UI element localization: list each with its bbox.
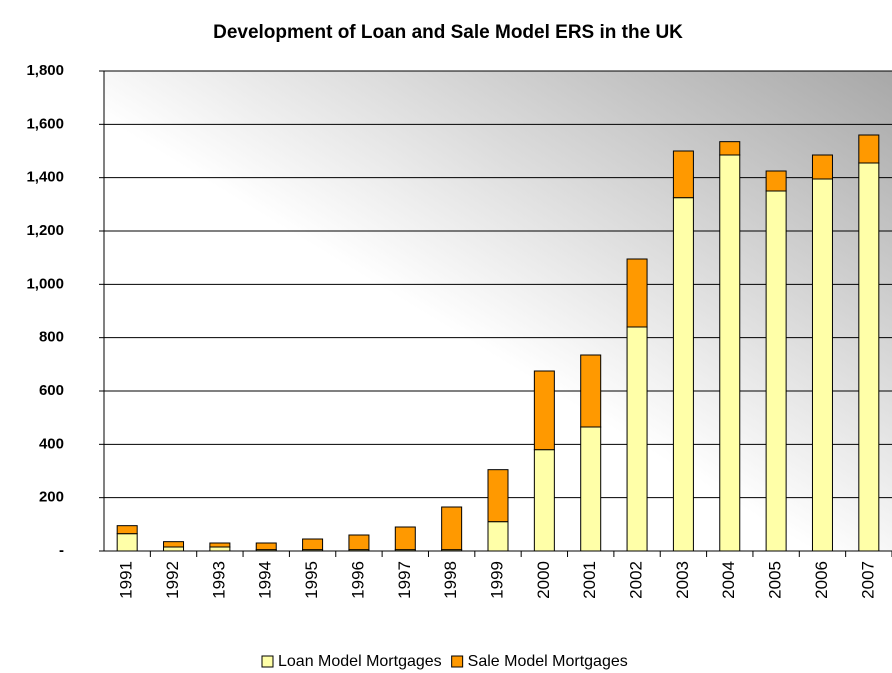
x-tick-label: 1993 bbox=[209, 561, 228, 599]
x-tick-label: 2003 bbox=[673, 561, 692, 599]
bar-segment bbox=[765, 170, 787, 192]
legend-label: Loan Model Mortgages bbox=[278, 653, 442, 670]
legend-swatch bbox=[261, 655, 274, 668]
bar-segment bbox=[811, 154, 833, 180]
y-tick-label: 1,000 bbox=[26, 275, 64, 292]
legend-swatch bbox=[451, 655, 464, 668]
y-tick-label: 1,400 bbox=[26, 169, 64, 186]
bar-segment bbox=[255, 542, 277, 551]
bar-segment bbox=[487, 469, 509, 523]
bar-segment bbox=[858, 134, 880, 164]
bar-segment bbox=[116, 525, 138, 535]
bar-segment bbox=[858, 162, 880, 552]
y-tick-label: 1,200 bbox=[26, 222, 64, 239]
bar-segment bbox=[533, 449, 555, 552]
bar-segment bbox=[533, 370, 555, 451]
y-tick-label: 1,600 bbox=[26, 115, 64, 132]
bar-segment bbox=[672, 197, 694, 552]
bar-segment bbox=[209, 542, 231, 548]
bar-segment bbox=[441, 506, 463, 551]
bar-segment bbox=[719, 154, 741, 552]
bar-segment bbox=[580, 426, 602, 552]
x-tick-label: 1998 bbox=[441, 561, 460, 599]
bar-segment bbox=[209, 546, 231, 552]
bar-segment bbox=[765, 190, 787, 552]
bar-segment bbox=[626, 258, 648, 328]
bar-segment bbox=[116, 533, 138, 552]
x-tick-label: 1994 bbox=[256, 561, 275, 599]
bar-segment bbox=[348, 534, 370, 551]
bar-segment bbox=[487, 521, 509, 552]
x-tick-label: 2000 bbox=[534, 561, 553, 599]
y-tick-label: 200 bbox=[39, 489, 64, 506]
chart-title: Development of Loan and Sale Model ERS i… bbox=[213, 22, 683, 43]
legend-label: Sale Model Mortgages bbox=[468, 653, 628, 670]
y-tick-label: 1,800 bbox=[26, 62, 64, 79]
bar-segment bbox=[163, 541, 185, 548]
bar-segment bbox=[394, 526, 416, 551]
x-tick-label: 1999 bbox=[487, 561, 506, 599]
y-tick-label: 600 bbox=[39, 382, 64, 399]
bar-segment bbox=[811, 178, 833, 552]
x-tick-label: 1992 bbox=[163, 561, 182, 599]
x-tick-label: 2006 bbox=[812, 561, 831, 599]
bar-segment bbox=[163, 546, 185, 552]
x-tick-label: 2007 bbox=[858, 561, 877, 599]
y-tick-label: - bbox=[59, 542, 64, 559]
x-tick-label: 2004 bbox=[719, 561, 738, 599]
bar-segment bbox=[626, 326, 648, 552]
bar-segment bbox=[719, 141, 741, 156]
y-tick-label: 400 bbox=[39, 435, 64, 452]
x-tick-label: 2001 bbox=[580, 561, 599, 599]
bar-segment bbox=[302, 538, 324, 551]
x-tick-label: 1996 bbox=[348, 561, 367, 599]
x-tick-label: 1995 bbox=[302, 561, 321, 599]
y-tick-label: 800 bbox=[39, 329, 64, 346]
bar-segment bbox=[580, 354, 602, 428]
x-tick-label: 2002 bbox=[627, 561, 646, 599]
bar-segment bbox=[672, 150, 694, 199]
x-tick-label: 1997 bbox=[395, 561, 414, 599]
x-tick-label: 1991 bbox=[117, 561, 136, 599]
x-tick-label: 2005 bbox=[766, 561, 785, 599]
